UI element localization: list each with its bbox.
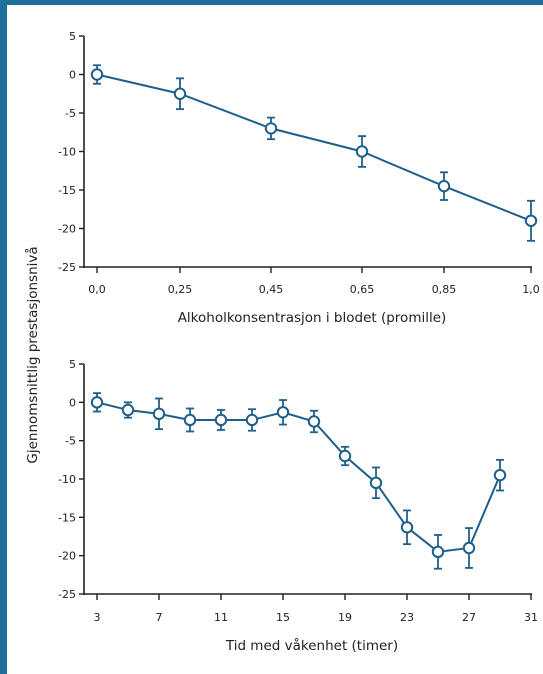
chart1-x-tick-label: 0,0 [88, 283, 106, 296]
chart1-x-tick-label: 0,45 [259, 283, 284, 296]
chart2-data-point [462, 541, 476, 555]
frame-top-border [0, 0, 543, 5]
chart2-series-line [96, 401, 501, 553]
chart1-x-tick-label: 1,0 [522, 283, 540, 296]
chart1-data-point [437, 179, 451, 193]
chart1-data-point [90, 68, 104, 81]
shared-y-axis-title: Gjennomsnittlig prestasjonsnivå [24, 246, 41, 463]
chart1-y-tick-label: -20 [58, 223, 76, 236]
chart2-x-tick-label: 23 [400, 611, 414, 624]
chart1-series-line [96, 73, 532, 222]
chart1-y-tick-label: -5 [65, 107, 76, 120]
chart1-data-point [355, 145, 369, 158]
chart2-data-point [90, 396, 104, 409]
chart1-y-tick-label: 5 [69, 30, 76, 43]
chart2-data-point [369, 476, 383, 490]
chart1-x-axis-title: Alkoholkonsentrasjon i blodet (promille) [178, 310, 447, 326]
chart2-data-point [121, 403, 135, 417]
frame-left-border [0, 0, 7, 674]
chart1-data-point [173, 87, 187, 100]
chart2-data-point [183, 413, 197, 427]
chart1-data-point [524, 214, 538, 228]
chart2-x-tick-label: 27 [462, 611, 476, 624]
chart2-y-tick-label: -20 [58, 550, 76, 563]
chart2-y-tick-label: 0 [69, 396, 76, 409]
chart2-data-point [338, 449, 352, 463]
chart2-data-point [276, 406, 290, 419]
chart2-x-tick-label: 31 [524, 611, 538, 624]
chart1-y-tick-label: -25 [58, 261, 76, 274]
chart1-data-point [264, 122, 278, 135]
chart2-data-point [307, 415, 321, 428]
chart2-data-point [245, 413, 259, 427]
chart1-x-tick-label: 0,65 [350, 283, 375, 296]
chart2-x-tick-label: 19 [338, 611, 352, 624]
chart2-data-point [400, 521, 414, 534]
chart2-x-tick-label: 15 [276, 611, 290, 624]
chart2-data-point [214, 413, 228, 427]
chart2-y-tick-label: -5 [65, 435, 76, 448]
chart1-y-tick-label: -15 [58, 184, 76, 197]
chart2-data-point [493, 468, 507, 482]
chart2-x-tick-label: 11 [214, 611, 228, 624]
chart2-y-tick-label: -25 [58, 588, 76, 601]
chart2-data-point [431, 545, 445, 559]
chart1-x-tick-label: 0,25 [168, 283, 193, 296]
chart2-x-tick-label: 7 [156, 611, 163, 624]
chart1-y-tick-label: -10 [58, 146, 76, 159]
chart1-group: 5 0 -5 -10 -15 -20 -25 0,0 0,25 0,45 0,65 0,85 1,0 [58, 30, 540, 296]
chart2-data-point [152, 407, 166, 421]
chart2-x-axis-title: Tid med våkenhet (timer) [225, 637, 398, 654]
chart2-x-tick-label: 3 [94, 611, 101, 624]
chart2-group: 5 0 -5 -10 -15 -20 -25 3 7 11 15 19 23 27 31 [58, 358, 538, 624]
chart1-y-tick-label: 0 [69, 69, 76, 82]
chart2-y-tick-label: 5 [69, 358, 76, 371]
chart2-y-tick-label: -10 [58, 473, 76, 486]
chart2-y-tick-label: -15 [58, 511, 76, 524]
chart1-x-tick-label: 0,85 [432, 283, 457, 296]
